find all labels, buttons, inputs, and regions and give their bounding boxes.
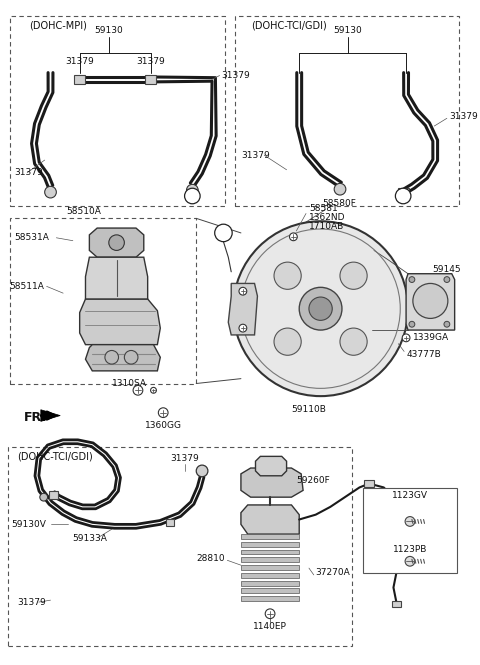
Text: 58581: 58581 <box>309 204 338 213</box>
Polygon shape <box>85 257 148 299</box>
Text: A: A <box>189 191 196 201</box>
Polygon shape <box>241 542 299 547</box>
Text: 1339GA: 1339GA <box>413 333 449 342</box>
Polygon shape <box>241 573 299 578</box>
Polygon shape <box>145 75 156 84</box>
Polygon shape <box>85 344 160 371</box>
Circle shape <box>299 287 342 330</box>
Circle shape <box>409 321 415 327</box>
Text: 28810: 28810 <box>197 554 226 563</box>
Polygon shape <box>241 534 299 539</box>
Polygon shape <box>392 600 401 607</box>
Circle shape <box>45 186 56 198</box>
Circle shape <box>405 557 415 566</box>
Text: 59130: 59130 <box>334 27 362 35</box>
Text: 59145: 59145 <box>432 265 461 275</box>
Circle shape <box>40 493 48 501</box>
Circle shape <box>239 325 247 332</box>
Text: (DOHC-TCI/GDI): (DOHC-TCI/GDI) <box>251 20 326 30</box>
Polygon shape <box>241 550 299 555</box>
Circle shape <box>151 388 156 393</box>
Polygon shape <box>363 488 456 573</box>
Circle shape <box>196 465 208 477</box>
Circle shape <box>274 262 301 289</box>
Text: 58511A: 58511A <box>10 282 45 291</box>
Circle shape <box>239 287 247 295</box>
Polygon shape <box>398 188 408 196</box>
Text: 1123PB: 1123PB <box>393 545 427 554</box>
Text: 59260F: 59260F <box>296 476 330 485</box>
Text: 31379: 31379 <box>136 57 165 66</box>
Polygon shape <box>241 557 299 562</box>
Circle shape <box>274 328 301 355</box>
Text: 1362ND: 1362ND <box>309 213 346 222</box>
Circle shape <box>396 188 411 203</box>
Text: 58531A: 58531A <box>14 233 49 242</box>
Text: A: A <box>220 228 227 238</box>
Polygon shape <box>80 299 160 344</box>
Polygon shape <box>166 519 174 526</box>
Text: 31379: 31379 <box>65 57 94 66</box>
Circle shape <box>444 277 450 283</box>
Circle shape <box>405 517 415 526</box>
Polygon shape <box>241 581 299 586</box>
Polygon shape <box>48 491 58 499</box>
Polygon shape <box>89 228 144 257</box>
Text: 1123GV: 1123GV <box>392 491 428 499</box>
Text: 37270A: 37270A <box>316 569 350 577</box>
Circle shape <box>409 277 415 283</box>
Polygon shape <box>241 468 303 497</box>
Circle shape <box>340 328 367 355</box>
Circle shape <box>334 184 346 195</box>
Text: 31379: 31379 <box>241 151 270 160</box>
Circle shape <box>340 262 367 289</box>
Circle shape <box>265 609 275 618</box>
Text: 59130V: 59130V <box>12 520 47 529</box>
Circle shape <box>133 386 143 395</box>
Text: A: A <box>400 191 407 201</box>
Circle shape <box>124 350 138 364</box>
Text: (DOHC-TCI/GDI): (DOHC-TCI/GDI) <box>17 452 93 462</box>
Circle shape <box>185 188 200 203</box>
Text: (DOHC-MPI): (DOHC-MPI) <box>29 20 87 30</box>
Text: 58580F: 58580F <box>323 200 357 208</box>
Text: 59110B: 59110B <box>291 405 326 414</box>
Polygon shape <box>41 410 60 422</box>
Text: 31379: 31379 <box>170 454 199 463</box>
Circle shape <box>402 334 410 342</box>
Text: 59130: 59130 <box>95 27 123 35</box>
Text: 1360GG: 1360GG <box>144 421 182 430</box>
Polygon shape <box>241 597 299 601</box>
Text: 59133A: 59133A <box>72 535 107 543</box>
Circle shape <box>215 224 232 241</box>
Text: 31379: 31379 <box>449 112 478 121</box>
Polygon shape <box>364 479 374 487</box>
Circle shape <box>289 233 297 241</box>
Circle shape <box>309 297 332 321</box>
Text: 31379: 31379 <box>14 168 43 177</box>
Text: 1710AB: 1710AB <box>309 221 344 231</box>
Polygon shape <box>241 589 299 593</box>
Text: 31379: 31379 <box>17 598 46 606</box>
Circle shape <box>187 184 198 196</box>
Circle shape <box>105 350 119 364</box>
Text: 43777B: 43777B <box>406 350 441 359</box>
Circle shape <box>413 283 448 319</box>
Text: 1140EP: 1140EP <box>253 622 287 631</box>
Circle shape <box>444 321 450 327</box>
Circle shape <box>109 235 124 251</box>
Polygon shape <box>406 274 455 330</box>
Circle shape <box>233 221 408 396</box>
Text: FR.: FR. <box>24 411 48 424</box>
Text: 1310SA: 1310SA <box>112 379 147 388</box>
Text: 31379: 31379 <box>221 71 250 80</box>
Text: 58510A: 58510A <box>66 207 101 216</box>
Polygon shape <box>255 456 287 475</box>
Polygon shape <box>241 505 299 534</box>
Polygon shape <box>241 565 299 570</box>
Polygon shape <box>74 75 85 84</box>
Circle shape <box>158 408 168 418</box>
Polygon shape <box>228 283 257 335</box>
